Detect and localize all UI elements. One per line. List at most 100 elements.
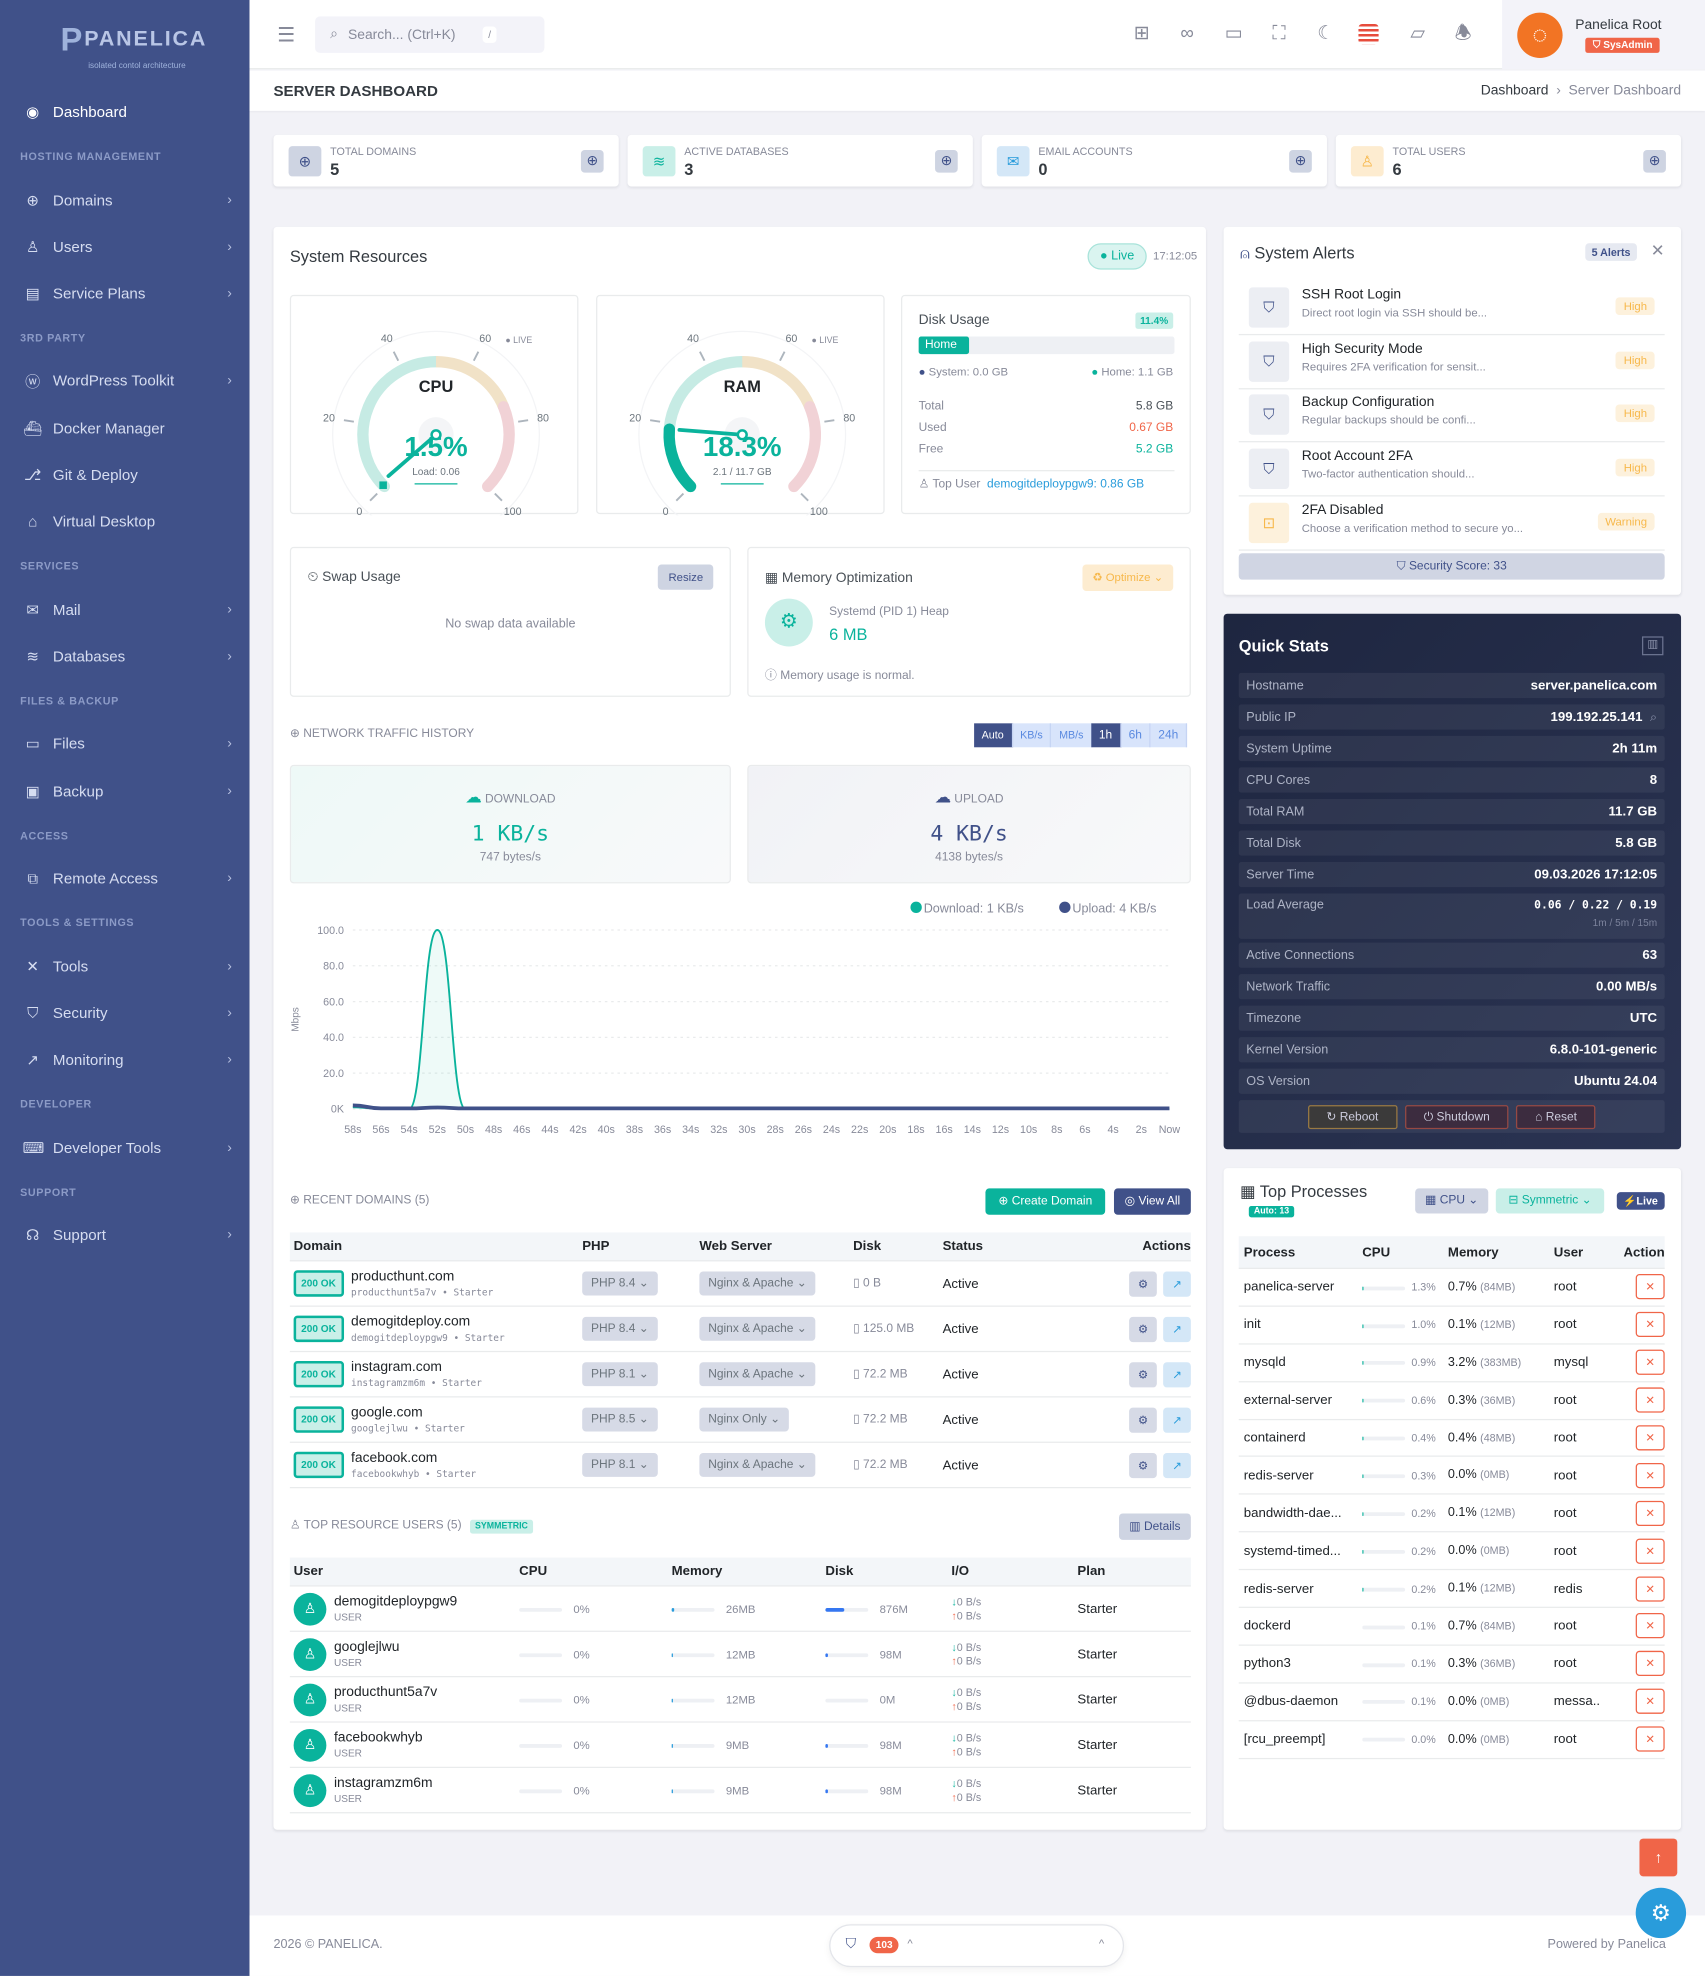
range-1h[interactable]: 1h — [1091, 723, 1122, 748]
view-all-button[interactable]: ◎ View All — [1113, 1188, 1191, 1215]
sidebar-item-docker-manager[interactable]: ⛴ Docker Manager — [23, 413, 232, 443]
unit-kbs[interactable]: KB/s — [1012, 723, 1052, 748]
settings-button[interactable]: ⚙ — [1129, 1406, 1157, 1433]
web-server-dropdown[interactable]: Nginx & Apache ⌄ — [699, 1271, 816, 1296]
kill-process-button[interactable]: ✕ — [1635, 1575, 1665, 1602]
sidebar-item-users[interactable]: ♙ Users › — [23, 232, 232, 262]
unit-auto[interactable]: Auto — [974, 723, 1013, 748]
web-server-dropdown[interactable]: Nginx & Apache ⌄ — [699, 1452, 816, 1477]
breadcrumb-dashboard[interactable]: Dashboard — [1480, 83, 1549, 99]
fullscreen-icon[interactable]: ⛶ — [1272, 22, 1286, 45]
details-button[interactable]: ▥ Details — [1119, 1513, 1191, 1540]
sidebar-item-virtual-desktop[interactable]: ⌂ Virtual Desktop — [23, 507, 232, 537]
notes-icon[interactable]: ▱ — [1410, 22, 1425, 45]
sidebar-item-files[interactable]: ▭ Files › — [23, 728, 232, 758]
resize-button[interactable]: Resize — [658, 564, 714, 590]
php-version-dropdown[interactable]: PHP 8.5 ⌄ — [582, 1407, 658, 1432]
sidebar-item-developer-tools[interactable]: ⌨ Developer Tools › — [23, 1133, 232, 1163]
sort-cpu-dropdown[interactable]: ▦ CPU ⌄ — [1415, 1188, 1489, 1214]
kill-process-button[interactable]: ✕ — [1635, 1274, 1665, 1300]
alert-item[interactable]: ⊡ 2FA Disabled Choose a verification metho… — [1238, 498, 1665, 551]
user-name[interactable]: googlejlwu — [333, 1639, 400, 1655]
sidebar-item-monitoring[interactable]: ↗ Monitoring › — [23, 1045, 232, 1075]
sidebar-item-dashboard[interactable]: ◉ Dashboard — [23, 97, 232, 127]
alert-item[interactable]: ⛉ SSH Root Login Direct root login via SSH… — [1238, 282, 1665, 336]
web-server-dropdown[interactable]: Nginx & Apache ⌄ — [699, 1316, 816, 1341]
kill-process-button[interactable]: ✕ — [1635, 1613, 1665, 1639]
open-external-button[interactable]: ↗ — [1163, 1361, 1191, 1387]
apps-grid-icon[interactable]: ∞ — [1180, 22, 1194, 45]
kill-process-button[interactable]: ✕ — [1635, 1425, 1665, 1451]
domain-name-link[interactable]: producthunt.com — [351, 1268, 455, 1285]
kill-process-button[interactable]: ✕ — [1635, 1500, 1665, 1526]
shutdown-button[interactable]: ⏻ Shutdown — [1404, 1104, 1509, 1129]
qr-code-icon[interactable]: ⊞ — [1133, 22, 1150, 45]
us-flag-icon[interactable] — [1358, 23, 1379, 45]
user-name[interactable]: demogitdeploypgw9 — [333, 1594, 458, 1610]
settings-button[interactable]: ⚙ — [1129, 1361, 1157, 1387]
create-domain-button[interactable]: ⊕ Create Domain — [985, 1188, 1106, 1215]
web-server-dropdown[interactable]: Nginx Only ⌄ — [699, 1407, 789, 1432]
reboot-button[interactable]: ↻ Reboot — [1307, 1104, 1398, 1129]
open-external-button[interactable]: ↗ — [1163, 1316, 1191, 1342]
security-score-button[interactable]: ⛉ Security Score: 33 — [1238, 553, 1665, 580]
logo[interactable]: PPANELICA isolated contol architecture — [60, 20, 208, 71]
domain-name-link[interactable]: instagram.com — [351, 1359, 442, 1375]
alert-item[interactable]: ⛉ Root Account 2FA Two-factor authenticati… — [1238, 444, 1665, 497]
open-external-button[interactable]: ↗ — [1163, 1270, 1191, 1297]
sidebar-item-service-plans[interactable]: ▤ Service Plans › — [23, 278, 232, 308]
sidebar-item-security[interactable]: ⛉ Security › — [23, 998, 232, 1028]
sidebar-item-mail[interactable]: ✉ Mail › — [23, 595, 232, 625]
unit-mbs[interactable]: MB/s — [1051, 723, 1093, 748]
optimize-button[interactable]: ♻ Optimize ⌄ — [1082, 564, 1174, 592]
domain-name-link[interactable]: facebook.com — [351, 1450, 438, 1466]
sidebar-item-wordpress-toolkit[interactable]: ⓦ WordPress Toolkit › — [23, 365, 232, 395]
settings-button[interactable]: ⚙ — [1129, 1452, 1157, 1478]
settings-button[interactable]: ⚙ — [1129, 1316, 1157, 1342]
search-input[interactable]: ⌕ Search... (Ctrl+K) / — [315, 16, 545, 53]
bar-chart-icon[interactable]: ▥ — [1641, 636, 1664, 656]
domain-name-link[interactable]: demogitdeploy.com — [351, 1314, 471, 1330]
range-24h[interactable]: 24h — [1150, 723, 1188, 748]
sidebar-item-git-deploy[interactable]: ⎇ Git & Deploy — [23, 460, 232, 490]
alert-item[interactable]: ⛉ Backup Configuration Regular backups sho… — [1238, 390, 1665, 443]
add-button[interactable]: ⊕ — [935, 149, 958, 173]
kill-process-button[interactable]: ✕ — [1635, 1387, 1665, 1413]
open-external-button[interactable]: ↗ — [1163, 1452, 1191, 1478]
add-button[interactable]: ⊕ — [1289, 149, 1312, 173]
security-status-pill[interactable]: ⛉ 103 ^ ^ — [829, 1924, 1125, 1968]
hamburger-menu-icon[interactable]: ☰ — [277, 25, 296, 47]
kill-process-button[interactable]: ✕ — [1635, 1688, 1665, 1715]
add-button[interactable]: ⊕ — [580, 149, 604, 173]
php-version-dropdown[interactable]: PHP 8.4 ⌄ — [582, 1271, 658, 1296]
top-user-link[interactable]: demogitdeploypgw9: 0.86 GB — [987, 477, 1145, 492]
sidebar-item-tools[interactable]: ✕ Tools › — [23, 951, 232, 981]
settings-fab-button[interactable]: ⚙ — [1635, 1887, 1687, 1939]
chevron-up-icon[interactable]: ^ — [1098, 1936, 1105, 1950]
range-6h[interactable]: 6h — [1121, 723, 1151, 748]
sidebar-item-domains[interactable]: ⊕ Domains › — [23, 185, 232, 215]
user-name[interactable]: facebookwhyb — [333, 1730, 423, 1746]
user-profile[interactable]: ◌ Panelica Root ⛉ SysAdmin — [1502, 0, 1705, 70]
web-server-dropdown[interactable]: Nginx & Apache ⌄ — [699, 1362, 816, 1387]
settings-button[interactable]: ⚙ — [1129, 1270, 1157, 1297]
scroll-to-top-button[interactable]: ↑ — [1639, 1838, 1678, 1877]
user-name[interactable]: producthunt5a7v — [333, 1684, 438, 1700]
sidebar-item-support[interactable]: ☊ Support › — [23, 1220, 232, 1250]
kill-process-button[interactable]: ✕ — [1635, 1462, 1665, 1489]
php-version-dropdown[interactable]: PHP 8.1 ⌄ — [582, 1362, 658, 1387]
kill-process-button[interactable]: ✕ — [1635, 1349, 1665, 1376]
monitor-icon[interactable]: ▭ — [1224, 22, 1243, 45]
sidebar-item-databases[interactable]: ≋ Databases › — [23, 641, 232, 671]
dark-mode-moon-icon[interactable]: ☾ — [1317, 22, 1335, 45]
sidebar-item-backup[interactable]: ▣ Backup › — [23, 776, 232, 806]
close-icon[interactable]: ✕ — [1650, 240, 1665, 260]
kill-process-button[interactable]: ✕ — [1635, 1726, 1665, 1752]
sidebar-item-remote-access[interactable]: ⧉ Remote Access › — [23, 863, 232, 893]
kill-process-button[interactable]: ✕ — [1635, 1651, 1665, 1677]
chevron-up-icon[interactable]: ^ — [907, 1936, 913, 1950]
add-button[interactable]: ⊕ — [1643, 149, 1666, 173]
search-icon[interactable]: ⌕ — [1650, 710, 1658, 725]
php-version-dropdown[interactable]: PHP 8.4 ⌄ — [582, 1316, 658, 1341]
kill-process-button[interactable]: ✕ — [1635, 1538, 1665, 1564]
